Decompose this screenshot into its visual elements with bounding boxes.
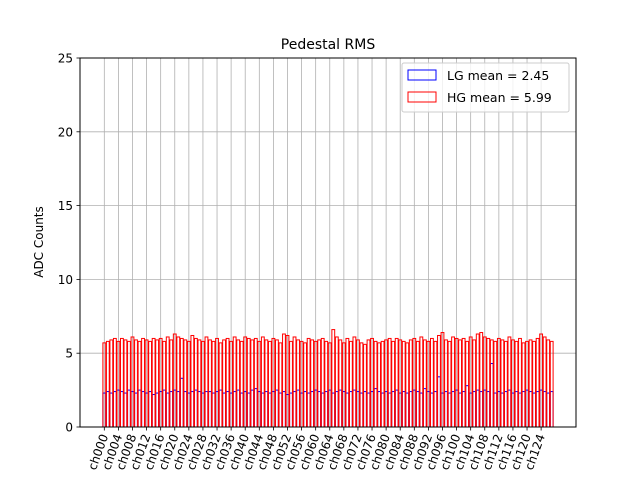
chart-title: Pedestal RMS — [281, 37, 376, 53]
legend-label-lg: LG mean = 2.45 — [447, 68, 549, 83]
bars — [102, 329, 554, 428]
legend: LG mean = 2.45 HG mean = 5.99 — [401, 62, 570, 113]
y-tick-label: 10 — [58, 273, 73, 287]
y-tick-label: 15 — [58, 199, 73, 213]
legend-swatch-lg — [407, 69, 437, 81]
x-axis: ch000ch004ch008ch012ch016ch020ch024ch028… — [85, 427, 548, 472]
grid — [80, 57, 576, 428]
y-axis-label: ADC Counts — [32, 206, 46, 278]
y-tick-label: 5 — [65, 347, 73, 361]
y-axis: 0 5 10 15 20 25 — [58, 52, 80, 435]
legend-box — [401, 62, 570, 113]
plot-frame — [79, 57, 577, 428]
y-tick-label: 0 — [65, 421, 73, 435]
legend-swatch-hg — [407, 91, 437, 103]
y-tick-label: 25 — [58, 52, 73, 66]
legend-label-hg: HG mean = 5.99 — [447, 90, 552, 105]
y-tick-label: 20 — [58, 125, 73, 139]
